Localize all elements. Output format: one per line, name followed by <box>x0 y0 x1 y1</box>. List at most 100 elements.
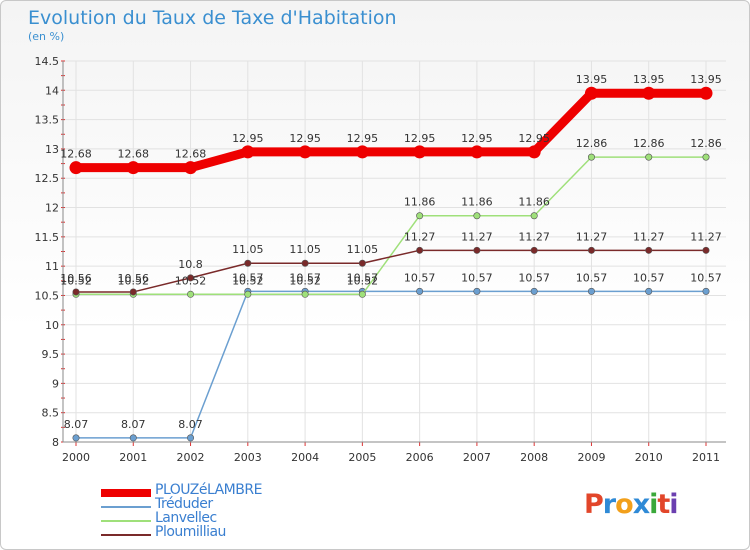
data-label: 13.95 <box>633 73 665 86</box>
data-point <box>298 145 312 159</box>
data-label: 13.95 <box>690 73 722 86</box>
data-label: 12.95 <box>518 132 550 145</box>
series-line-3 <box>76 249 706 293</box>
data-label: 12.68 <box>175 148 207 161</box>
series-line-0 <box>76 88 706 173</box>
data-label: 10.57 <box>461 271 493 284</box>
data-point <box>358 259 366 267</box>
data-label: 11.27 <box>461 230 493 243</box>
data-point <box>645 246 653 254</box>
data-point <box>584 86 598 100</box>
chart-title: Evolution du Taux de Taxe d'Habitation <box>28 7 397 29</box>
data-label: 11.86 <box>518 196 550 209</box>
data-point <box>645 287 653 295</box>
data-label: 10.56 <box>60 272 92 285</box>
data-point <box>129 288 137 296</box>
data-point <box>587 246 595 254</box>
data-point <box>473 287 481 295</box>
legend-label: Tréduder <box>155 496 213 512</box>
data-point <box>527 145 541 159</box>
data-label: 11.86 <box>461 196 493 209</box>
x-tick-label: 2009 <box>577 451 605 464</box>
legend-swatch <box>101 534 151 536</box>
legend-label: PLOUZéLAMBRE <box>155 482 262 498</box>
data-label: 10.52 <box>60 274 92 287</box>
data-label: 10.8 <box>178 258 203 271</box>
y-tick-label: 13 <box>45 143 59 156</box>
data-label: 10.57 <box>633 271 665 284</box>
data-point <box>702 246 710 254</box>
data-label: 10.57 <box>289 271 321 284</box>
y-tick-label: 13.5 <box>35 114 60 127</box>
data-point <box>301 259 309 267</box>
proxiti-logo: Proxiti <box>584 489 679 520</box>
series-line-1 <box>76 290 706 439</box>
data-point <box>244 259 252 267</box>
data-point <box>702 287 710 295</box>
data-point <box>184 161 198 175</box>
data-label: 12.95 <box>232 132 264 145</box>
data-point <box>470 145 484 159</box>
data-point <box>642 86 656 100</box>
logo-letter: r <box>602 489 616 520</box>
data-label: 10.57 <box>576 271 608 284</box>
data-label: 10.52 <box>118 274 150 287</box>
data-label: 12.95 <box>461 132 493 145</box>
data-point <box>355 145 369 159</box>
x-tick-label: 2002 <box>177 451 205 464</box>
unit-label: (en %) <box>28 30 65 43</box>
x-tick-label: 2008 <box>520 451 548 464</box>
data-point <box>126 161 140 175</box>
y-tick-label: 14 <box>45 84 59 97</box>
data-point <box>473 212 481 220</box>
legend-swatch <box>101 520 151 522</box>
data-point <box>72 288 80 296</box>
logo-letter: x <box>632 489 650 520</box>
data-point <box>72 434 80 442</box>
data-label: 12.95 <box>289 132 321 145</box>
data-label: 11.27 <box>576 230 608 243</box>
data-point <box>358 290 366 298</box>
logo-letter: o <box>615 489 634 520</box>
y-tick-label: 12 <box>45 202 59 215</box>
data-label: 12.86 <box>690 137 722 150</box>
y-tick-label: 11.5 <box>35 231 60 244</box>
data-label: 8.07 <box>64 418 89 431</box>
data-label: 13.95 <box>576 73 608 86</box>
data-label: 8.07 <box>178 418 203 431</box>
x-tick-label: 2004 <box>291 451 319 464</box>
data-label: 12.95 <box>404 132 436 145</box>
data-label: 11.27 <box>518 230 550 243</box>
x-tick-label: 2003 <box>234 451 262 464</box>
y-tick-label: 8 <box>52 436 59 449</box>
y-tick-label: 11 <box>45 260 59 273</box>
legend-label: Ploumilliau <box>155 524 226 540</box>
x-tick-label: 2007 <box>463 451 491 464</box>
legend-swatch <box>101 489 151 497</box>
data-label: 10.52 <box>289 274 321 287</box>
logo-letter: i <box>649 489 658 520</box>
data-label: 12.68 <box>118 148 150 161</box>
x-tick-label: 2011 <box>692 451 720 464</box>
data-label: 11.86 <box>404 196 436 209</box>
data-label: 11.27 <box>633 230 665 243</box>
y-tick-label: 10 <box>45 319 59 332</box>
data-label: 12.95 <box>347 132 379 145</box>
logo-letter: P <box>584 489 604 520</box>
logo-letter: i <box>669 489 678 520</box>
data-point <box>187 290 195 298</box>
data-point <box>530 212 538 220</box>
data-label: 12.68 <box>60 148 92 161</box>
series-line-2 <box>76 156 706 296</box>
data-label: 10.52 <box>347 274 379 287</box>
x-tick-label: 2005 <box>348 451 376 464</box>
logo-letter: t <box>657 489 670 520</box>
data-point <box>645 153 653 161</box>
y-tick-label: 14.5 <box>35 55 60 68</box>
data-point <box>187 434 195 442</box>
data-point <box>702 153 710 161</box>
y-tick-label: 8.5 <box>42 407 60 420</box>
data-point <box>587 153 595 161</box>
